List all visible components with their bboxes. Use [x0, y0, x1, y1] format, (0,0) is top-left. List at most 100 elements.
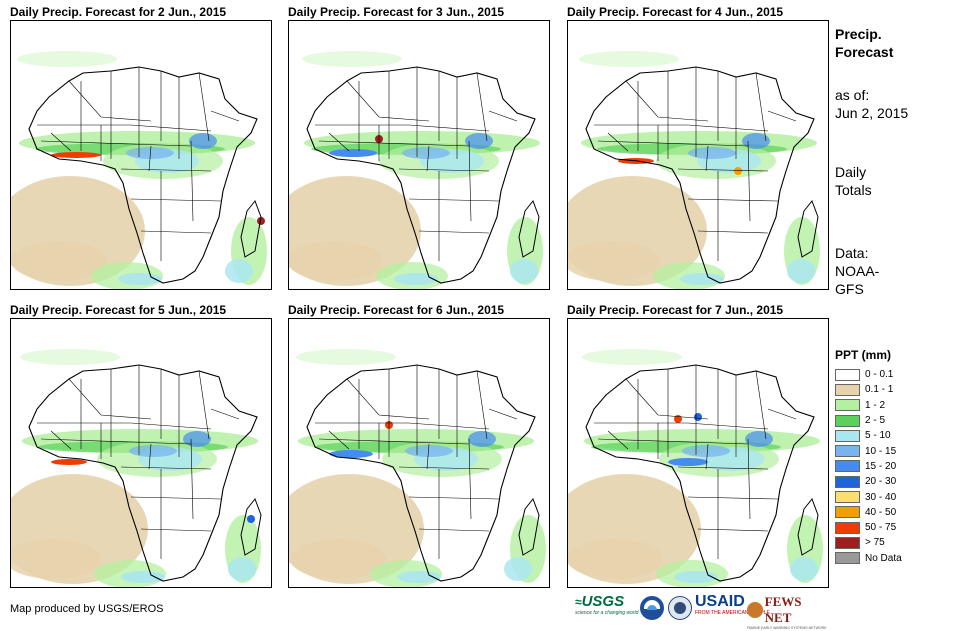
data-source-label: Data: [835, 245, 869, 261]
country-border [755, 370, 767, 440]
country-border [130, 496, 222, 500]
legend-swatch [835, 414, 860, 427]
daily-totals-line2: Totals [835, 182, 872, 198]
legend-item: No Data [835, 551, 902, 566]
precip-area [568, 539, 663, 579]
noaa-logo[interactable] [640, 596, 664, 620]
country-border [687, 124, 769, 132]
country-border [697, 528, 769, 532]
precip-map[interactable] [567, 318, 829, 588]
legend-label: 50 - 75 [865, 522, 897, 534]
country-border [426, 145, 430, 172]
country-border [597, 140, 749, 147]
madagascar-outline [240, 498, 262, 556]
country-border [140, 528, 212, 532]
country-border [408, 198, 500, 202]
heavy-rain-cell [247, 515, 255, 523]
country-border [426, 443, 430, 470]
precip-map[interactable] [10, 318, 272, 588]
legend-swatch [835, 521, 860, 534]
panel-title: Daily Precip. Forecast for 6 Jun., 2015 [288, 303, 505, 317]
data-source-line3: GFS [835, 281, 864, 297]
country-border [318, 140, 470, 147]
usaid-logo[interactable]: USAID FROM THE AMERICAN PEOPLE [695, 593, 770, 617]
precip-map-graphic [289, 51, 543, 289]
usaid-logo-text: USAID [695, 593, 745, 610]
country-border [418, 230, 490, 234]
globe-icon [747, 602, 763, 618]
africa-coastline [306, 66, 536, 284]
daily-totals-label: Daily Totals [835, 163, 872, 199]
country-border [747, 140, 751, 222]
country-border [697, 230, 769, 234]
data-source-line2: NOAA- [835, 263, 880, 279]
country-border [346, 80, 430, 122]
country-border [190, 140, 194, 222]
country-border [40, 438, 192, 445]
as-of-value: Jun 2, 2015 [835, 105, 909, 121]
country-border [597, 438, 749, 445]
fews-net-logo-text: FEWS NET [764, 594, 802, 625]
legend-title: PPT (mm) [835, 348, 892, 362]
legend-swatch [835, 475, 860, 488]
precip-area [504, 557, 532, 581]
country-border [677, 466, 769, 470]
forecast-panel-jun5: Daily Precip. Forecast for 5 Jun., 2015 [10, 303, 272, 588]
precip-map[interactable] [567, 20, 829, 290]
country-border [677, 168, 769, 172]
legend-label: 0 - 0.1 [865, 369, 894, 381]
dhs-seal[interactable] [668, 596, 692, 620]
country-border [468, 140, 472, 222]
legend-label: 20 - 30 [865, 476, 897, 488]
precip-area [745, 431, 773, 447]
usgs-tagline: science for a changing world [575, 610, 639, 616]
usgs-logo-text: USGS [581, 593, 625, 610]
precip-map-graphic [289, 349, 546, 587]
country-border [705, 145, 709, 172]
sidebar-title-line1: Precip. [835, 26, 882, 42]
heavy-rain-band [51, 152, 101, 158]
legend-label: 30 - 40 [865, 491, 897, 503]
madagascar-outline [518, 498, 540, 556]
panel-title: Daily Precip. Forecast for 7 Jun., 2015 [567, 303, 784, 317]
precip-area [680, 273, 724, 285]
fews-net-logo[interactable]: FEWS NET FAMINE EARLY WARNING SYSTEMS NE… [747, 594, 830, 631]
africa-coastline [28, 364, 258, 582]
country-border [120, 466, 212, 470]
precip-area [397, 571, 441, 583]
legend-swatch [835, 491, 860, 504]
precip-area [11, 241, 107, 281]
precip-map-graphic [11, 349, 262, 587]
precip-map[interactable] [10, 20, 272, 290]
madagascar-outline [797, 200, 819, 258]
country-border [130, 422, 212, 430]
precip-area [225, 259, 253, 283]
country-border [130, 124, 212, 132]
legend-item: 20 - 30 [835, 474, 902, 489]
panel-title: Daily Precip. Forecast for 4 Jun., 2015 [567, 5, 784, 19]
precip-area [402, 147, 450, 159]
precip-map-graphic [568, 349, 823, 587]
legend: 0 - 0.1 0.1 - 1 1 - 2 2 - 5 5 - 10 10 - 15 15 … [835, 367, 902, 566]
precip-area [302, 51, 402, 67]
map-credit: Map produced by USGS/EROS [10, 603, 164, 615]
daily-totals-line1: Daily [835, 164, 867, 180]
legend-item: 50 - 75 [835, 520, 902, 535]
precip-area [17, 51, 117, 67]
precip-area [189, 133, 217, 149]
forecast-panel-jun7: Daily Precip. Forecast for 7 Jun., 2015 [567, 303, 829, 588]
madagascar-outline [518, 200, 540, 258]
forecast-panel-jun6: Daily Precip. Forecast for 6 Jun., 2015 [288, 303, 550, 588]
precip-map[interactable] [288, 20, 550, 290]
precip-map[interactable] [288, 318, 550, 588]
legend-item: 30 - 40 [835, 489, 902, 504]
country-border [408, 422, 490, 430]
country-border [687, 422, 769, 430]
usgs-logo[interactable]: ≈USGS science for a changing world [575, 593, 639, 616]
country-border [318, 438, 470, 445]
country-border [68, 378, 152, 420]
precip-area [510, 259, 538, 283]
legend-item: 40 - 50 [835, 505, 902, 520]
legend-swatch [835, 429, 860, 442]
precip-area [394, 273, 438, 285]
